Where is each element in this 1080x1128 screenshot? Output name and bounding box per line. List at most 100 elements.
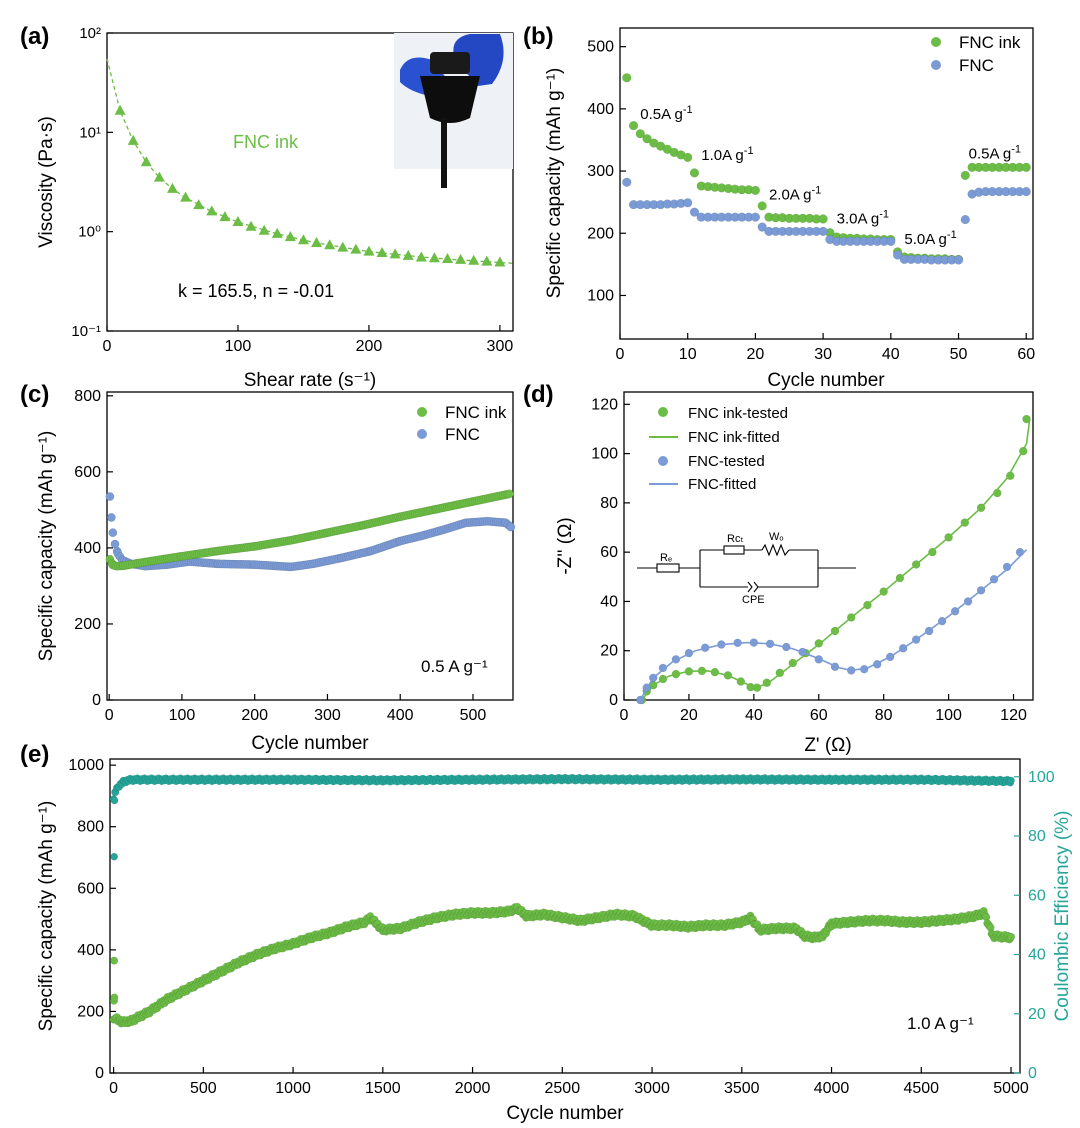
data-point-triangle (350, 243, 362, 254)
plot-area-b: 0 10 20 30 40 50 60 100 200 300 400 500 0.5A g-1 1.0A… (587, 39, 1035, 363)
data-point-fnc-ink (689, 168, 700, 178)
rate-label-superscript: -1 (1011, 144, 1021, 156)
b-y-tick-label: 300 (587, 163, 614, 180)
legend-label-fnc-ink-tested: FNC ink-tested (688, 405, 788, 422)
legend-marker-fnc-ink-tested (658, 407, 668, 417)
b-y-tick-label: 400 (587, 101, 614, 118)
d-x-tick-label: 120 (1000, 707, 1027, 724)
plot-frame-b (619, 27, 1034, 340)
data-point-fnc (105, 492, 115, 502)
data-point-triangle (193, 199, 205, 210)
e-y-tick-label: 600 (77, 880, 104, 897)
a-x-tick-label: 300 (487, 338, 514, 355)
x-axis-title-c: Cycle number (251, 733, 369, 754)
a-y-tick-label: 10⁰ (78, 224, 101, 241)
data-point-triangle (481, 255, 493, 266)
legend-marker-fnc-ink-c (417, 407, 427, 417)
data-point-fnc-tested (658, 663, 668, 673)
d-x-tick-label: 100 (935, 707, 962, 724)
e-x-tick-label: 4000 (814, 1080, 850, 1097)
d-y-tick-label: 100 (591, 446, 618, 463)
rate-label: 0.5A g-1 (969, 144, 1021, 163)
legend-label-fnc-c: FNC (445, 425, 480, 444)
b-y-tick-label: 100 (587, 287, 614, 304)
rate-label: 3.0A g-1 (837, 208, 889, 227)
data-point-triangle (271, 227, 283, 238)
legend-marker-fnc-b (931, 60, 941, 70)
warburg-element (761, 543, 790, 557)
data-point-triangle (127, 134, 139, 145)
data-point-triangle (311, 236, 323, 247)
data-point-triangle (363, 245, 375, 256)
a-x-tick-label: 0 (103, 338, 112, 355)
c-x-tick-label: 400 (387, 707, 414, 724)
d-y-tick-label: 40 (600, 593, 618, 610)
e-x-tick-label: 500 (190, 1080, 217, 1097)
e-x-tick-label: 1500 (365, 1080, 401, 1097)
plot-frame-c (106, 391, 514, 701)
data-point-triangle (258, 224, 270, 235)
a-y-tick-label: 10¹ (79, 124, 101, 141)
e2-y-tick-label: 80 (1028, 828, 1046, 845)
data-point-fnc (1021, 186, 1031, 197)
series-label-fnc-ink-a: FNC ink (233, 132, 299, 152)
e-x-tick-label: 4500 (903, 1080, 939, 1097)
resistor-re (656, 563, 680, 573)
rate-label: 1.0A g-1 (701, 145, 753, 164)
legend-marker-fnc-ink-b (931, 37, 941, 47)
d-x-tick-label: 20 (680, 707, 698, 724)
data-point-fnc (757, 222, 767, 232)
y-axis-title-e: Specific capacity (mAh g⁻¹) (36, 801, 57, 1032)
d-x-tick-label: 0 (620, 707, 629, 724)
plot-area-c: 0 100 200 300 400 500 0 200 400 600 800 (74, 388, 516, 724)
c-y-tick-label: 600 (74, 464, 101, 481)
data-point-fnc-ink (628, 121, 639, 131)
c-x-tick-label: 100 (169, 707, 196, 724)
data-point-fnc-ink (960, 170, 970, 181)
c-y-tick-label: 200 (74, 616, 101, 633)
data-point-triangle (206, 205, 218, 216)
e-y-tick-label: 400 (77, 942, 104, 959)
b-x-tick-label: 20 (747, 346, 765, 363)
legend-d: FNC ink-tested FNC ink-fitted FNC-tested… (649, 405, 788, 493)
rate-label: 2.0A g-1 (769, 185, 821, 204)
a-y-tick-label: 10² (79, 25, 101, 42)
d-y-tick-label: 120 (591, 396, 618, 413)
data-point-triangle (232, 216, 244, 227)
legend-label-fnc-ink-fitted: FNC ink-fitted (688, 429, 780, 446)
y2-axis-title-e: Coulombic Efficiency (%) (1052, 811, 1073, 1022)
c-x-tick-label: 0 (105, 707, 114, 724)
data-point-triangle (219, 211, 231, 222)
e-x-tick-label: 5000 (993, 1080, 1029, 1097)
data-point-triangle (455, 253, 467, 264)
data-point-ce-outlier (110, 796, 119, 805)
resistor-rct (723, 545, 745, 555)
x-axis-title-e: Cycle number (506, 1103, 624, 1124)
b-x-tick-label: 40 (882, 346, 900, 363)
e2-y-tick-label: 40 (1028, 947, 1046, 964)
e-y-tick-label: 1000 (68, 757, 104, 774)
e-x-tick-label: 0 (109, 1080, 118, 1097)
legend-label-fnc-tested: FNC-tested (688, 453, 765, 470)
x-axis-title-b: Cycle number (767, 370, 885, 391)
data-point-fnc-ink (750, 185, 761, 195)
d-x-tick-label: 60 (810, 707, 828, 724)
data-point-triangle (494, 256, 506, 267)
e-y-tick-label: 800 (77, 819, 104, 836)
e-x-tick-label: 2000 (455, 1080, 491, 1097)
data-point-fnc-ink (1021, 162, 1031, 172)
data-point-fnc (818, 226, 828, 237)
e-x-tick-label: 2500 (545, 1080, 581, 1097)
data-point-triangle (324, 239, 336, 250)
c-y-tick-label: 0 (92, 692, 101, 709)
data-point-fnc-ink-tested (1022, 414, 1031, 424)
panel-label-e: (e) (20, 741, 49, 768)
legend-marker-fnc-tested (658, 456, 668, 466)
panel-label-c: (c) (20, 381, 49, 408)
data-point-fnc-ink (642, 134, 652, 144)
cpe-element (747, 581, 753, 593)
equivalent-circuit (637, 543, 856, 593)
c-y-tick-label: 800 (74, 388, 101, 405)
e2-y-tick-label: 100 (1028, 769, 1055, 786)
